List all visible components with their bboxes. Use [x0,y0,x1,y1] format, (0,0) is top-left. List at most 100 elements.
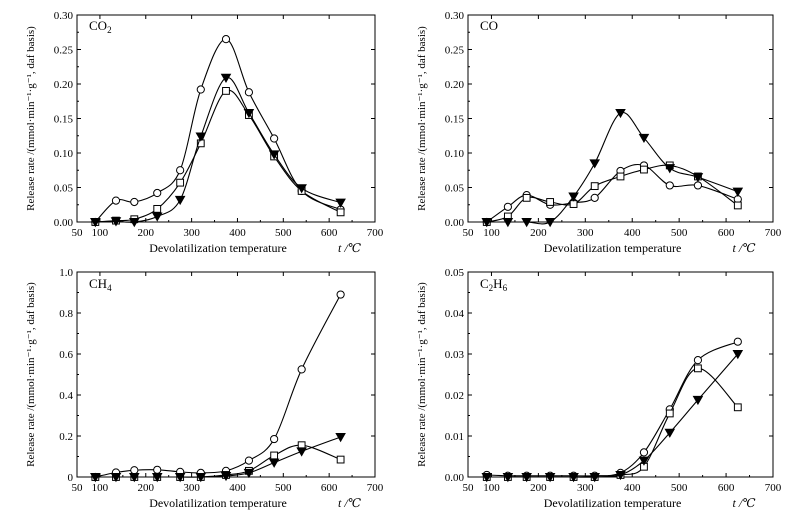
data-point-triangle-c2h6 [481,473,493,483]
panel-title-co: CO [480,18,498,33]
y-tick-label-ch4: 0 [68,472,74,484]
x-axis-unit-co2: t /℃ [338,241,362,255]
series-line-triangle-c2h6 [486,353,739,478]
data-point-triangle-ch4 [296,447,307,457]
x-tick-label-ch4: 400 [229,482,246,494]
data-point-triangle-ch4 [243,468,255,479]
data-point-circle-c2h6 [733,337,742,346]
data-point-circle-ch4 [297,365,306,374]
x-axis-label-co: Devolatilization temperature [544,241,682,255]
data-point-circle-co2 [153,188,162,198]
x-tick-label-c2h6: 400 [624,482,641,494]
data-point-triangle-co2 [335,198,346,208]
data-point-triangle-co2 [296,184,307,194]
data-point-triangle-c2h6 [589,473,600,483]
data-point-circle-co [503,202,512,211]
x-tick-label-co: 50 [463,227,475,239]
panel-co2: CO2 50 100 200 300 400 500 600 700 0.00 0.05 0.10 0… [25,10,384,255]
data-point-circle-ch4 [336,290,345,299]
x-tick-label-co2: 600 [321,227,338,239]
data-point-triangle-ch4 [335,433,346,443]
data-point-circle-co [665,181,674,190]
data-point-triangle-co2 [110,217,122,227]
y-tick-label-co: 0.20 [445,79,465,91]
data-point-triangle-co2 [243,108,255,119]
plot-frame-ch4 [76,271,376,478]
y-tick-label-co2: 0.20 [54,79,74,91]
x-axis-label-c2h6: Devolatilization temperature [544,496,682,510]
data-point-square-co2 [222,87,230,95]
data-point-triangle-c2h6 [615,470,626,481]
data-point-square-co2 [176,178,185,187]
data-point-square-co [590,182,599,191]
data-point-triangle-co [521,218,532,228]
data-point-triangle-co2 [174,195,186,206]
y-tick-label-co: 0.30 [445,10,465,22]
x-axis-label-ch4: Devolatilization temperature [149,496,287,510]
data-point-triangle-c2h6 [544,473,556,483]
data-point-triangle-ch4 [90,473,101,483]
data-point-circle-c2h6 [639,448,649,457]
data-point-triangle-co2 [268,150,280,160]
y-tick-label-ch4: 0.6 [59,349,73,361]
panel-title-c2h6: C2H6 [480,276,508,293]
y-tick-label-ch4: 0.4 [59,390,73,402]
panel-title-co2: CO2 [89,18,112,35]
data-point-triangle-c2h6 [664,428,676,438]
data-point-square-co [546,198,555,206]
y-tick-label-c2h6: 0.02 [445,390,464,402]
data-point-triangle-c2h6 [568,473,579,483]
data-point-circle-ch4 [130,466,139,475]
data-point-triangle-ch4 [151,473,163,483]
data-point-circle-ch4 [270,434,279,444]
data-point-triangle-co [615,108,626,119]
x-tick-label-ch4: 300 [183,482,200,494]
data-point-circle-co [693,181,703,190]
x-axis-unit-ch4: t /℃ [338,496,362,510]
data-point-square-co [616,172,625,181]
data-point-triangle-ch4 [195,473,207,483]
x-tick-label-co2: 50 [72,227,84,239]
data-point-triangle-ch4 [220,471,232,482]
data-point-circle-co2 [270,134,279,143]
y-tick-label-co: 0.25 [445,45,465,57]
y-tick-label-co: 0.00 [445,217,465,229]
x-tick-label-ch4: 100 [92,482,109,494]
x-tick-label-ch4: 600 [321,482,338,494]
y-axis-label-co2: Release rate /(mmol·min⁻¹·g⁻¹, daf basis… [25,26,37,211]
x-tick-label-co: 400 [624,227,641,239]
data-point-triangle-co2 [220,73,232,83]
data-point-triangle-c2h6 [521,473,532,483]
x-tick-label-co2: 300 [183,227,200,239]
y-tick-label-ch4: 1.0 [59,267,73,279]
series-line-square-c2h6 [486,367,739,478]
data-point-triangle-co [481,218,493,228]
data-point-circle-c2h6 [693,356,703,365]
data-point-circle-co2 [130,197,139,207]
plot-frame-c2h6 [467,271,774,478]
data-point-square-c2h6 [733,403,742,412]
plot-frame-co2 [76,14,376,223]
y-tick-label-co2: 0.25 [54,45,74,57]
x-tick-label-co: 700 [765,227,782,239]
data-point-triangle-co [568,192,579,202]
panel-c2h6: C2H6 50 100 200 300 400 500 600 700 0.00 0.01 0.02… [416,267,782,510]
data-point-triangle-c2h6 [692,395,704,406]
x-tick-label-co: 200 [530,227,547,239]
y-tick-label-co2: 0.00 [54,217,74,229]
y-axis-label-ch4: Release rate /(mmol·min⁻¹·g⁻¹, daf basis… [25,282,37,467]
y-tick-label-co2: 0.10 [54,148,74,160]
data-point-square-ch4 [336,455,345,464]
panel-ch4: CH4 50 100 200 300 400 500 600 700 0 0.2 0.4 0.6 0.8… [25,267,384,510]
data-point-square-co2 [153,204,162,213]
panel-title-ch4: CH4 [89,276,112,293]
data-point-square-c2h6 [694,364,702,373]
x-tick-label-c2h6: 100 [483,482,500,494]
data-point-triangle-c2h6 [732,350,744,360]
data-point-triangle-co2 [151,212,163,222]
data-point-triangle-co [638,133,650,144]
y-tick-label-co2: 0.15 [54,114,74,126]
x-tick-label-ch4: 50 [72,482,84,494]
x-tick-label-co: 100 [483,227,500,239]
x-tick-label-co2: 400 [229,227,246,239]
